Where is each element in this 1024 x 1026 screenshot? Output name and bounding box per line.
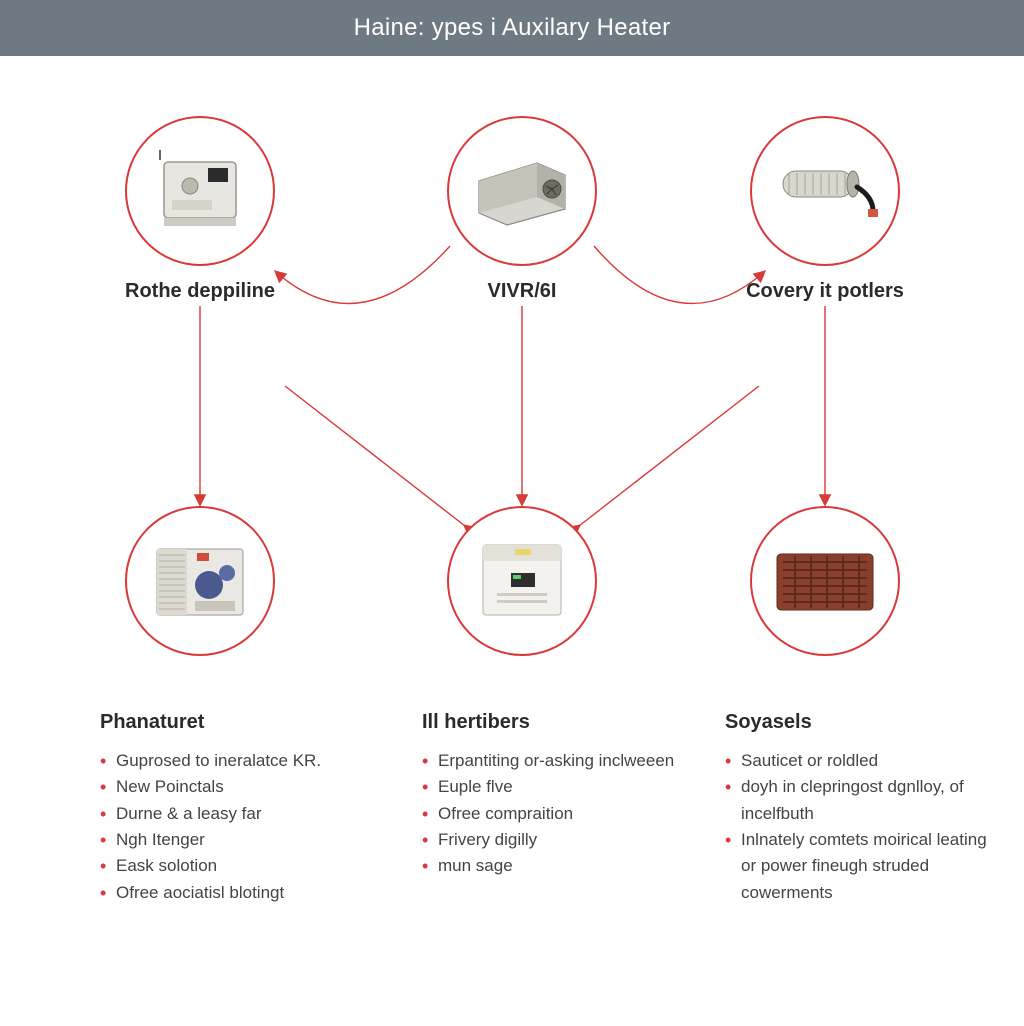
- col-soyasels: Soyasels Sauticet or roldled doyh in cle…: [725, 711, 1005, 906]
- bullet-list: Sauticet or roldled doyh in clepringost …: [725, 748, 1005, 906]
- list-item: Inlnately comtets moirical leating or po…: [725, 827, 1005, 906]
- bullet-list: Guprosed to ineralatce KR. New Poinctals…: [100, 748, 400, 906]
- node-label: Covery it potlers: [740, 280, 910, 303]
- node-label: VIVR/6I: [437, 280, 607, 303]
- node-rothe: Rothe deppiline: [115, 116, 285, 303]
- list-item: Frivery digilly: [422, 827, 702, 853]
- node-soyasels-img: [740, 506, 910, 670]
- box-unit-icon: [150, 146, 250, 236]
- circle-icon: [447, 116, 597, 266]
- circle-icon: [125, 116, 275, 266]
- col-hertibers: Ill hertibers Erpantiting or-asking incl…: [422, 711, 702, 880]
- diagram-canvas: Rothe deppiline VIVR/6I: [0, 56, 1024, 1026]
- list-item: Ofree aociatisl blotingt: [100, 880, 400, 906]
- radiator-box-icon: [765, 536, 885, 626]
- list-item: Eask solotion: [100, 853, 400, 879]
- col-phanaturet: Phanaturet Guprosed to ineralatce KR. Ne…: [100, 711, 400, 906]
- tube-heater-icon: [765, 151, 885, 231]
- page-title: Haine: ypes i Auxilary Heater: [354, 14, 671, 41]
- circle-icon: [125, 506, 275, 656]
- list-item: Euple flve: [422, 774, 702, 800]
- title-bar: Haine: ypes i Auxilary Heater: [0, 0, 1024, 56]
- col-heading: Soyasels: [725, 711, 1005, 734]
- psu-box-icon: [467, 151, 577, 231]
- list-item: doyh in clepringost dgnlloy, of incelfbu…: [725, 774, 1005, 827]
- list-item: mun sage: [422, 853, 702, 879]
- list-item: Durne & a leasy far: [100, 801, 400, 827]
- list-item: New Poinctals: [100, 774, 400, 800]
- list-item: Sauticet or roldled: [725, 748, 1005, 774]
- list-item: Ofree compraition: [422, 801, 702, 827]
- list-item: Erpantiting or-asking inclweeen: [422, 748, 702, 774]
- list-item: Guprosed to ineralatce KR.: [100, 748, 400, 774]
- col-heading: Ill hertibers: [422, 711, 702, 734]
- circle-icon: [750, 506, 900, 656]
- circle-icon: [750, 116, 900, 266]
- list-item: Ngh Itenger: [100, 827, 400, 853]
- node-phanaturet-img: [115, 506, 285, 670]
- col-heading: Phanaturet: [100, 711, 400, 734]
- node-vivr: VIVR/6I: [437, 116, 607, 303]
- circle-icon: [447, 506, 597, 656]
- node-label: Rothe deppiline: [115, 280, 285, 303]
- node-hertibers-img: [437, 506, 607, 670]
- bullet-list: Erpantiting or-asking inclweeen Euple fl…: [422, 748, 702, 880]
- compressor-unit-icon: [145, 531, 255, 631]
- node-covery: Covery it potlers: [740, 116, 910, 303]
- white-cabinet-icon: [467, 531, 577, 631]
